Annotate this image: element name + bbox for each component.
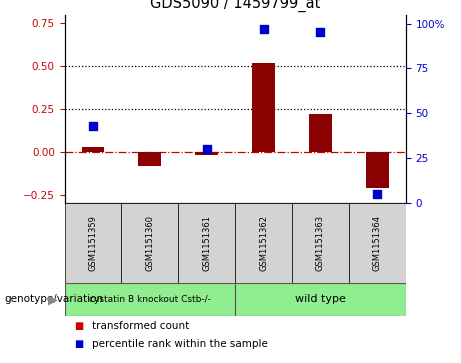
Bar <box>138 152 161 166</box>
Text: ■: ■ <box>74 339 83 349</box>
Bar <box>82 147 104 152</box>
Bar <box>235 283 406 316</box>
Bar <box>65 283 235 316</box>
Bar <box>292 203 349 283</box>
Point <box>89 123 97 129</box>
Text: cystatin B knockout Cstb-/-: cystatin B knockout Cstb-/- <box>89 295 211 304</box>
Text: GSM1151364: GSM1151364 <box>373 215 382 271</box>
Bar <box>309 114 332 152</box>
Bar <box>65 203 121 283</box>
Text: GSM1151359: GSM1151359 <box>89 215 97 271</box>
Text: GSM1151362: GSM1151362 <box>259 215 268 271</box>
Title: GDS5090 / 1459799_at: GDS5090 / 1459799_at <box>150 0 320 12</box>
Bar <box>121 203 178 283</box>
Text: GSM1151360: GSM1151360 <box>145 215 154 271</box>
Point <box>260 26 267 32</box>
Text: ▶: ▶ <box>48 293 58 306</box>
Bar <box>235 203 292 283</box>
Point <box>317 30 324 36</box>
Text: genotype/variation: genotype/variation <box>5 294 104 305</box>
Point <box>203 146 210 152</box>
Bar <box>195 152 218 155</box>
Point <box>373 191 381 197</box>
Bar <box>252 62 275 152</box>
Text: percentile rank within the sample: percentile rank within the sample <box>92 339 268 349</box>
Text: wild type: wild type <box>295 294 346 305</box>
Text: transformed count: transformed count <box>92 321 189 331</box>
Text: ■: ■ <box>74 321 83 331</box>
Text: GSM1151363: GSM1151363 <box>316 215 325 271</box>
Bar <box>349 203 406 283</box>
Bar <box>366 152 389 188</box>
Bar <box>178 203 235 283</box>
Text: GSM1151361: GSM1151361 <box>202 215 211 271</box>
